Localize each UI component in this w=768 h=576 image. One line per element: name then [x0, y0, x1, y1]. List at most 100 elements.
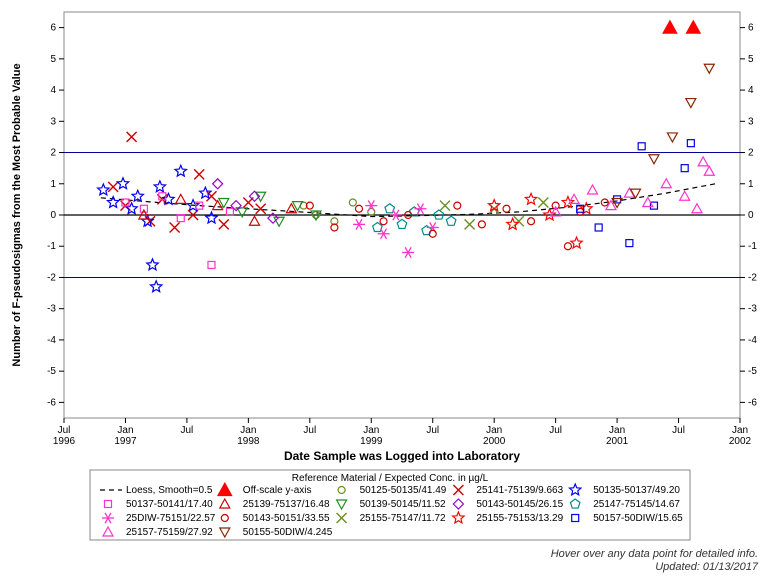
data-point[interactable] [194, 169, 204, 179]
data-point[interactable] [427, 222, 439, 232]
data-point[interactable] [117, 178, 128, 189]
data-point[interactable] [349, 199, 356, 206]
data-point[interactable] [147, 259, 158, 270]
data-point[interactable] [681, 165, 688, 172]
data-point[interactable] [250, 216, 260, 225]
data-point[interactable] [704, 166, 714, 175]
data-point[interactable] [385, 204, 395, 213]
data-point[interactable] [525, 193, 536, 204]
data-point[interactable] [661, 179, 671, 188]
data-point[interactable] [503, 205, 510, 212]
data-point[interactable] [390, 210, 402, 220]
data-point[interactable] [538, 198, 548, 208]
svg-text:6: 6 [50, 23, 56, 34]
data-point[interactable] [154, 181, 165, 192]
svg-text:Date Sample was Logged into La: Date Sample was Logged into Laboratory [284, 449, 520, 463]
svg-text:Jul: Jul [426, 425, 439, 436]
svg-text:50143-50151/33.55: 50143-50151/33.55 [243, 513, 330, 524]
data-point[interactable] [454, 202, 461, 209]
data-point[interactable] [528, 218, 535, 225]
svg-text:3: 3 [748, 116, 754, 127]
data-point[interactable] [132, 190, 143, 201]
data-point[interactable] [176, 194, 186, 203]
data-point[interactable] [588, 185, 598, 194]
data-point[interactable] [226, 208, 233, 215]
chart-container: -6-6-5-5-4-4-3-3-2-2-1-100112233445566Ju… [0, 0, 768, 576]
data-point[interactable] [213, 179, 223, 189]
svg-text:3: 3 [50, 116, 56, 127]
data-point[interactable] [175, 165, 186, 176]
svg-text:Number of F-pseudosigmas from: Number of F-pseudosigmas from the Most P… [11, 63, 23, 366]
data-point[interactable] [219, 219, 229, 229]
svg-text:0: 0 [748, 210, 754, 221]
data-point[interactable] [231, 201, 241, 211]
data-point[interactable] [206, 212, 217, 223]
data-point[interactable] [687, 140, 694, 147]
data-point[interactable] [177, 215, 184, 222]
svg-text:Off-scale y-axis: Off-scale y-axis [243, 485, 312, 496]
footer-line1: Hover over any data point for detailed i… [551, 548, 758, 561]
svg-text:0: 0 [50, 210, 56, 221]
data-point[interactable] [150, 281, 161, 292]
data-point[interactable] [564, 243, 571, 250]
svg-text:-5: -5 [748, 366, 757, 377]
data-point[interactable] [274, 217, 284, 226]
data-point[interactable] [446, 216, 456, 225]
svg-text:50155-50DIW/4.245: 50155-50DIW/4.245 [243, 527, 333, 538]
data-point[interactable] [414, 204, 426, 214]
data-point[interactable] [380, 218, 387, 225]
svg-text:50143-50145/26.15: 50143-50145/26.15 [476, 499, 563, 510]
data-point[interactable] [638, 143, 645, 150]
svg-text:-1: -1 [47, 241, 56, 252]
data-point[interactable] [571, 237, 582, 248]
data-point[interactable] [626, 240, 633, 247]
svg-text:25139-75137/16.48: 25139-75137/16.48 [243, 499, 330, 510]
data-point[interactable] [667, 133, 677, 142]
data-point[interactable] [680, 191, 690, 200]
data-point[interactable] [127, 132, 137, 142]
svg-text:-2: -2 [748, 272, 757, 283]
data-point[interactable] [402, 247, 414, 257]
data-point[interactable] [704, 64, 714, 73]
svg-text:1997: 1997 [114, 436, 137, 447]
svg-text:1998: 1998 [237, 436, 260, 447]
data-point[interactable] [595, 224, 602, 231]
svg-text:2001: 2001 [606, 436, 629, 447]
data-point[interactable] [397, 219, 407, 228]
legend-item: 25DIW-75151/22.57 [102, 513, 216, 524]
data-point[interactable] [663, 21, 677, 34]
data-point[interactable] [465, 219, 475, 229]
data-point[interactable] [440, 201, 450, 211]
svg-text:-5: -5 [47, 366, 56, 377]
data-point[interactable] [353, 219, 365, 229]
svg-text:-2: -2 [47, 272, 56, 283]
data-point[interactable] [200, 187, 211, 198]
svg-text:Jan: Jan [363, 425, 379, 436]
data-point[interactable] [378, 229, 390, 239]
svg-text:25147-75145/14.67: 25147-75145/14.67 [593, 499, 680, 510]
data-point[interactable] [98, 184, 109, 195]
data-point[interactable] [478, 221, 485, 228]
data-point[interactable] [686, 99, 696, 108]
legend-item: 50139-50145/11.52 [337, 499, 446, 510]
data-point[interactable] [365, 200, 377, 210]
data-point[interactable] [107, 197, 118, 208]
data-point[interactable] [698, 157, 708, 166]
svg-text:-3: -3 [47, 304, 56, 315]
svg-text:1: 1 [748, 179, 754, 190]
data-point[interactable] [208, 261, 215, 268]
data-point[interactable] [108, 182, 118, 192]
legend-item: 50143-50145/26.15 [453, 499, 563, 510]
svg-text:5: 5 [748, 54, 754, 65]
data-point[interactable] [692, 204, 702, 213]
svg-text:Loess, Smooth=0.5: Loess, Smooth=0.5 [126, 485, 213, 496]
data-point[interactable] [355, 205, 362, 212]
data-point[interactable] [649, 155, 659, 164]
data-point[interactable] [170, 222, 180, 232]
legend-item: Loess, Smooth=0.5 [100, 485, 213, 496]
svg-text:Reference Material / Expected: Reference Material / Expected Conc. in µ… [292, 473, 489, 484]
data-point[interactable] [569, 194, 579, 203]
data-point[interactable] [686, 21, 700, 34]
svg-text:50135-50137/49.20: 50135-50137/49.20 [593, 485, 680, 496]
data-point[interactable] [488, 200, 499, 211]
